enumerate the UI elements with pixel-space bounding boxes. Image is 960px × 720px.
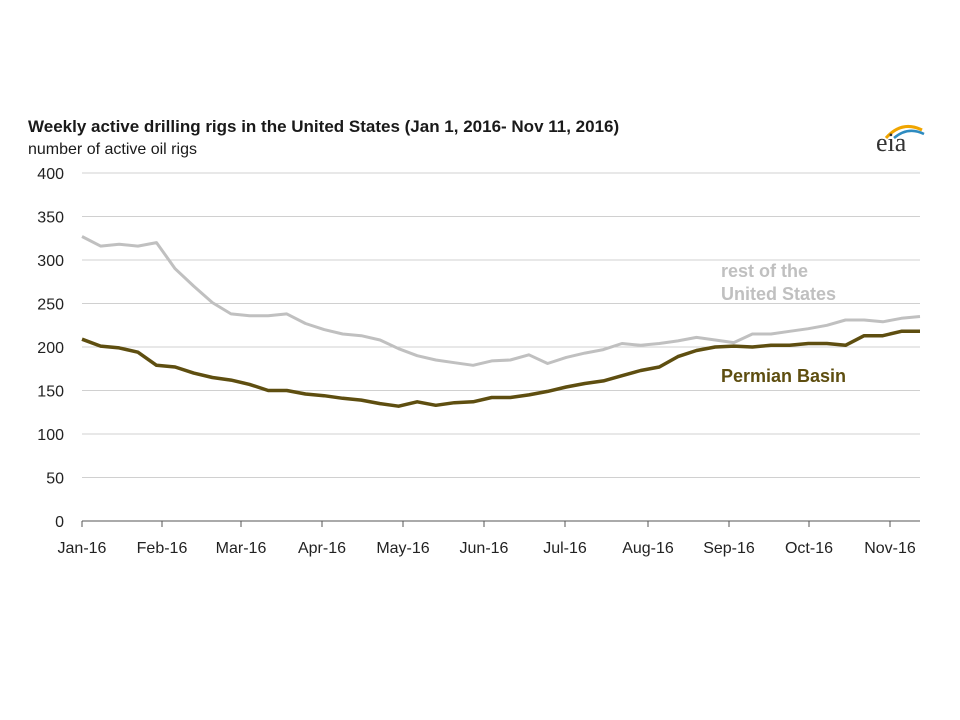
x-tick-label: Nov-16 bbox=[864, 540, 916, 557]
x-tick-label: Apr-16 bbox=[298, 540, 346, 557]
x-tick-label: Sep-16 bbox=[703, 540, 755, 557]
eia-logo: eia bbox=[872, 118, 928, 158]
x-tick-label: Jul-16 bbox=[543, 540, 587, 557]
x-tick-label: Feb-16 bbox=[137, 540, 188, 557]
y-tick-label: 400 bbox=[37, 166, 64, 183]
series-lines bbox=[81, 235, 921, 408]
x-tick-label: Oct-16 bbox=[785, 540, 833, 557]
y-tick-label: 0 bbox=[55, 514, 64, 531]
series-line-permian-basin bbox=[81, 329, 920, 408]
y-tick-label: 250 bbox=[37, 297, 64, 314]
x-tick-label: May-16 bbox=[376, 540, 429, 557]
y-axis-label: number of active oil rigs bbox=[28, 141, 197, 158]
y-tick-label: 50 bbox=[46, 471, 64, 488]
x-tick-label: Jun-16 bbox=[460, 540, 509, 557]
x-axis: Jan-16 Feb-16 Mar-16 Apr-16 May-16 Jun-16 Jul-… bbox=[58, 520, 920, 557]
series-label: United States bbox=[721, 284, 836, 304]
gridlines bbox=[82, 172, 920, 478]
y-tick-label: 150 bbox=[37, 384, 64, 401]
series-label: rest of the bbox=[721, 261, 808, 281]
logo-swoosh-icon bbox=[884, 124, 925, 140]
series-label: Permian Basin bbox=[721, 366, 846, 386]
y-tick-label: 350 bbox=[37, 210, 64, 227]
y-tick-label: 100 bbox=[37, 427, 64, 444]
x-tick-label: Aug-16 bbox=[622, 540, 674, 557]
logo-text: eia bbox=[876, 128, 907, 157]
series-line-rest-of-the-united-states bbox=[81, 235, 921, 367]
series-labels: rest of the United States Permian Basin bbox=[721, 261, 846, 386]
y-axis-ticks: 0 50 100 150 200 250 300 350 400 bbox=[37, 166, 64, 531]
chart-title: Weekly active drilling rigs in the Unite… bbox=[28, 117, 620, 136]
x-tick-label: Jan-16 bbox=[58, 540, 107, 557]
y-tick-label: 300 bbox=[37, 253, 64, 270]
x-tick-label: Mar-16 bbox=[216, 540, 267, 557]
y-tick-label: 200 bbox=[37, 340, 64, 357]
